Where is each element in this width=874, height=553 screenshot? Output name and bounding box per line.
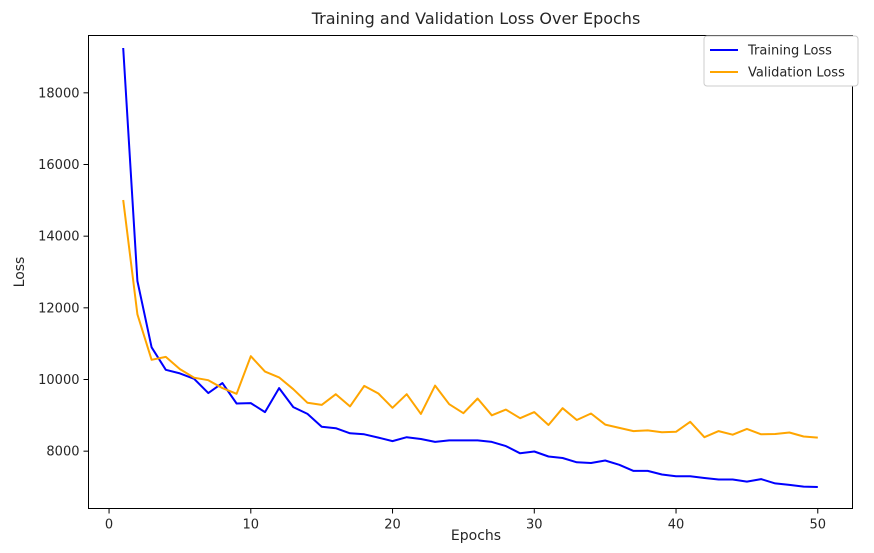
y-tick-label: 12000 — [38, 301, 79, 316]
legend-frame — [703, 35, 859, 87]
plot-area — [88, 35, 853, 509]
y-axis: 8000 10000 12000 14000 16000 18000 — [38, 86, 89, 460]
x-axis-title: Epochs — [451, 528, 501, 544]
legend: Training Loss Validation Loss — [703, 35, 859, 87]
x-tick-label: 50 — [809, 518, 826, 533]
x-tick-label: 40 — [668, 518, 685, 533]
x-tick-label: 30 — [526, 518, 543, 533]
plot-frame — [88, 35, 853, 509]
x-tick-label: 10 — [243, 518, 260, 533]
y-tick-label: 18000 — [38, 86, 79, 101]
series-lines — [122, 47, 818, 488]
training-loss-line — [122, 47, 818, 488]
chart-title: Training and Validation Loss Over Epochs — [311, 9, 641, 28]
y-axis-title: Loss — [12, 257, 28, 288]
x-tick-label: 0 — [105, 518, 113, 533]
x-tick-label: 20 — [384, 518, 401, 533]
y-tick-label: 10000 — [38, 373, 79, 388]
x-axis: 0 10 20 30 40 50 — [105, 508, 826, 533]
y-tick-label: 16000 — [38, 158, 79, 173]
legend-label-training-loss: Training Loss — [747, 44, 832, 59]
validation-loss-line — [122, 199, 818, 439]
y-tick-label: 8000 — [46, 445, 79, 460]
y-tick-label: 14000 — [38, 230, 79, 245]
legend-label-validation-loss: Validation Loss — [748, 66, 845, 81]
